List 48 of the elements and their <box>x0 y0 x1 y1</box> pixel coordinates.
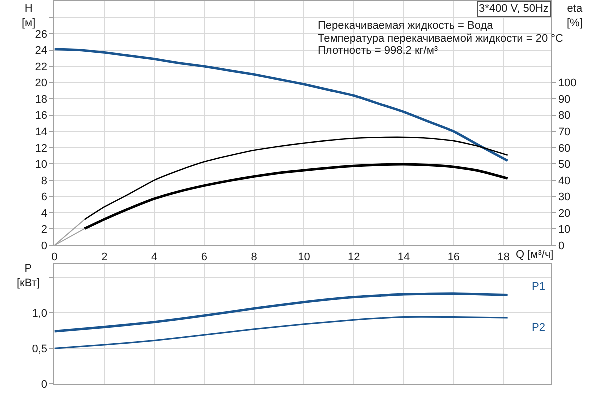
y2-tick-label: 100 <box>558 78 577 90</box>
y-tick-label: 0,5 <box>32 343 48 356</box>
y2-tick-label: 90 <box>558 94 571 106</box>
y2-tick-label: 30 <box>558 192 571 204</box>
y-tick-label: 10 <box>35 159 48 172</box>
x-tick-label: 0 <box>52 252 58 264</box>
y2-tick-label: 40 <box>558 175 571 188</box>
y-tick-label: 4 <box>41 208 48 220</box>
y-axis-title: P [кВт] <box>17 263 40 290</box>
x-tick-label: 14 <box>398 252 410 264</box>
y2-tick-label: 0 <box>558 240 565 252</box>
x-tick-label: 16 <box>448 252 460 264</box>
y2-tick-label: 80 <box>558 110 571 122</box>
y2-tick-label: 10 <box>558 224 571 236</box>
y-tick-label: 14 <box>35 126 48 138</box>
text: P2 <box>532 322 546 334</box>
y-tick-label: 6 <box>41 192 48 204</box>
x-axis-title: Q [м³/ч] <box>516 249 554 261</box>
y-tick-label: 16 <box>35 110 48 122</box>
chart-title: 3*400 V, 50Hz <box>479 3 549 15</box>
text: P1 <box>532 281 546 293</box>
x-tick-label: 2 <box>102 252 108 264</box>
annotation: Плотность = 998.2 кг/м³ <box>318 45 438 57</box>
y-tick-label: 24 <box>35 45 48 58</box>
x-tick-label: 4 <box>151 252 158 264</box>
y2-tick-label: 50 <box>558 159 571 172</box>
y-tick-label: 12 <box>35 142 48 155</box>
y-tick-label: 0 <box>41 379 48 392</box>
x-tick-label: 6 <box>201 252 208 264</box>
annotation: Температура перекачиваемой жидкости = 20 °C <box>318 33 564 45</box>
y-tick-label: 26 <box>35 28 48 41</box>
y-tick-label: 22 <box>35 61 48 74</box>
x-tick-label: 8 <box>251 252 258 264</box>
annotation: Перекачиваемая жидкость = Вода <box>318 20 494 32</box>
y2-axis-title: eta [%] <box>567 3 584 30</box>
y-axis-title: H [м] <box>22 3 36 30</box>
y-tick-label: 2 <box>41 224 48 236</box>
y-tick-label: 0 <box>41 240 48 252</box>
y2-tick-label: 60 <box>558 142 571 155</box>
y2-tick-label: 20 <box>558 208 571 220</box>
y-tick-label: 18 <box>35 94 48 106</box>
x-tick-label: 12 <box>348 252 360 264</box>
y-tick-label: 1,0 <box>32 308 48 320</box>
x-tick-label: 10 <box>298 252 310 264</box>
y2-tick-label: 70 <box>558 126 571 138</box>
y-tick-label: 8 <box>41 175 48 188</box>
x-tick-label: 18 <box>498 252 510 264</box>
y-tick-label: 20 <box>35 78 48 90</box>
